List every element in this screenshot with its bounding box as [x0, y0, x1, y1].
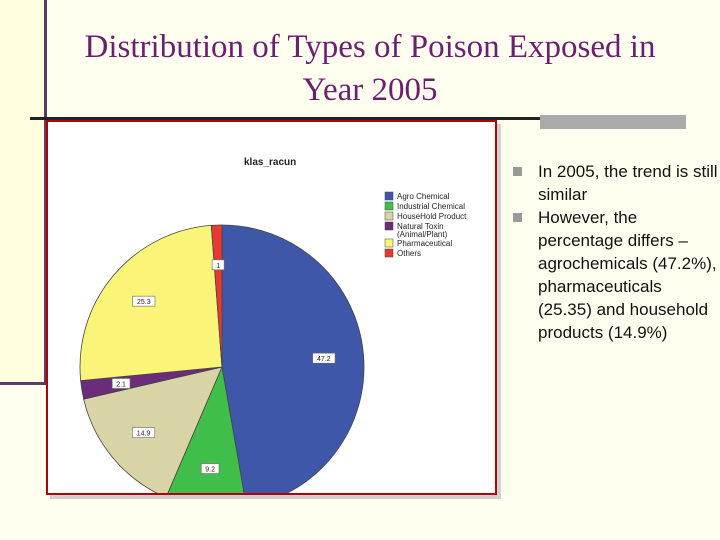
data-label-box [132, 295, 156, 307]
legend-swatch [384, 201, 394, 211]
pie-slice-agro-chemical [221, 224, 365, 493]
left-accent-bottom-line [0, 382, 47, 385]
bullet-text-2: However, the percentage differs – agroch… [538, 208, 717, 342]
pie-data-labels: 47.2 9.2 14.9 2.1 25.3 1 [111, 259, 336, 474]
data-label-box [312, 352, 336, 364]
data-label-box [132, 427, 156, 438]
pie-chart: 47.2 9.2 14.9 2.1 25.3 1 Agro ChemicalIndustr… [79, 191, 467, 493]
data-label-pharmaceutical: 25.3 [137, 299, 151, 306]
legend-label: Others [397, 249, 421, 258]
legend-label: Natural Toxin (Animal/Plant) [397, 222, 448, 239]
pie-slice-industrial-chemical [167, 365, 245, 493]
data-label-box [111, 378, 131, 389]
bullet-text-1: In 2005, the trend is still similar [538, 162, 718, 204]
legend-swatch [384, 248, 394, 258]
title-divider [30, 117, 540, 120]
data-label-box [211, 259, 225, 271]
legend-label: Industrial Chemical [397, 202, 465, 211]
legend-swatch [384, 191, 394, 201]
title-divider-accent [540, 115, 686, 129]
legend-label: Agro Chemical [397, 192, 450, 201]
bullet-square-icon [513, 167, 522, 176]
pie-slices [79, 224, 365, 493]
data-label-natural-toxin-animal-plant-: 2.1 [116, 381, 126, 388]
bullet-list: In 2005, the trend is still similar Howe… [508, 160, 718, 344]
legend-label: Pharmaceutical [397, 239, 452, 248]
chart-title: klas_racun [244, 157, 297, 168]
data-label-industrial-chemical: 9.2 [205, 467, 215, 474]
legend-swatch [384, 221, 394, 231]
bullet-item-2: However, the percentage differs – agroch… [508, 206, 718, 344]
legend-swatch [384, 211, 394, 221]
legend-swatch [384, 238, 394, 248]
chart-frame: klas_racun 47.2 9.2 14.9 2.1 25.3 1 Agro Chem… [46, 120, 497, 495]
slide-title: Distribution of Types of Poison Exposed … [84, 29, 656, 108]
bullet-item-1: In 2005, the trend is still similar [508, 160, 718, 206]
data-label-box [200, 463, 220, 474]
data-label-others: 1 [216, 263, 220, 270]
data-label-household-product: 14.9 [137, 431, 151, 438]
bullet-square-icon [513, 213, 522, 222]
left-accent-strip [0, 0, 47, 385]
data-label-agro-chemical: 47.2 [317, 356, 331, 363]
legend-label: HouseHold Product [397, 212, 467, 221]
left-accent-line [44, 0, 47, 385]
